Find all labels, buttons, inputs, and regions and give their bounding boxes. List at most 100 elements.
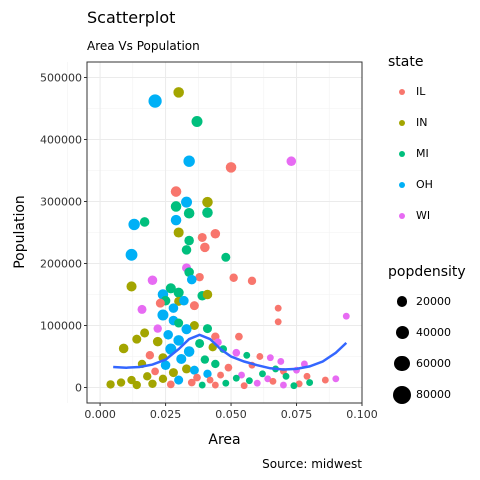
- legend-label: OH: [416, 178, 433, 191]
- data-point-il: [256, 353, 264, 360]
- legend-key: [388, 348, 416, 379]
- x-tick-label: 0.075: [281, 408, 313, 421]
- grid-lines: [67, 62, 363, 403]
- data-point-in: [106, 380, 115, 389]
- y-axis-ticks: 0 100000 200000 300000 400000 500000: [40, 72, 87, 395]
- data-point-in: [143, 372, 152, 381]
- data-point-il: [240, 382, 248, 390]
- y-tick-label: 500000: [40, 72, 82, 85]
- chart-subtitle: Area Vs Population: [87, 39, 200, 53]
- data-point-in: [140, 328, 150, 338]
- legend-key: [388, 169, 416, 200]
- data-point-oh: [186, 274, 197, 285]
- data-point-il: [321, 376, 329, 384]
- data-point-il: [170, 186, 182, 197]
- data-points: [106, 87, 350, 390]
- data-point-il: [269, 377, 277, 385]
- data-point-mi: [245, 377, 253, 385]
- data-point-oh: [157, 309, 169, 321]
- legend-label: IN: [416, 116, 428, 129]
- data-point-mi: [306, 379, 314, 386]
- data-point-in: [126, 281, 137, 292]
- data-point-wi: [264, 375, 272, 383]
- data-point-oh: [168, 303, 179, 313]
- size-swatch: [396, 296, 408, 307]
- data-point-in: [127, 375, 136, 385]
- data-point-in: [182, 364, 192, 374]
- legend-swatch: [399, 119, 405, 126]
- data-point-il: [145, 351, 155, 360]
- data-point-in: [118, 343, 129, 354]
- data-point-il: [225, 162, 237, 173]
- size-legend-label: 60000: [416, 357, 451, 370]
- data-point-wi: [253, 379, 261, 387]
- data-point-il: [295, 380, 303, 388]
- data-point-mi: [202, 324, 212, 334]
- data-point-oh: [183, 346, 195, 357]
- data-point-oh: [189, 365, 199, 375]
- data-point-mi: [184, 235, 194, 246]
- data-point-mi: [259, 370, 266, 378]
- size-legend-entry: 60000: [388, 348, 478, 379]
- size-legend-entry: 80000: [388, 379, 478, 410]
- data-point-mi: [174, 318, 184, 328]
- size-legend-entry: 40000: [388, 317, 478, 348]
- popdensity-legend: popdensity 20000 40000 60000 80000: [388, 264, 478, 410]
- data-point-mi: [198, 381, 206, 389]
- data-point-wi: [137, 304, 147, 314]
- data-point-mi: [232, 374, 240, 382]
- data-point-oh: [176, 353, 187, 365]
- data-point-wi: [238, 371, 245, 379]
- legend-entry-oh: OH: [388, 169, 478, 200]
- data-point-il: [151, 367, 159, 376]
- x-axis-ticks: 0.000 0.025 0.050 0.075 0.100: [84, 403, 378, 421]
- data-point-oh: [170, 214, 182, 226]
- legend-label: IL: [416, 85, 426, 98]
- data-point-il: [166, 380, 175, 389]
- size-swatch: [393, 385, 411, 404]
- data-point-wi: [147, 275, 158, 286]
- data-point-il: [200, 242, 210, 253]
- legend-label: WI: [416, 209, 431, 222]
- data-point-il: [193, 373, 201, 382]
- y-tick-label: 200000: [40, 258, 82, 271]
- y-tick-label: 300000: [40, 196, 82, 209]
- data-point-wi: [232, 348, 241, 357]
- data-point-mi: [139, 217, 150, 227]
- popdensity-legend-entries: 20000 40000 60000 80000: [388, 286, 478, 410]
- data-point-in: [173, 227, 184, 238]
- data-point-mi: [173, 287, 184, 298]
- size-legend-label: 20000: [416, 295, 451, 308]
- data-point-oh: [125, 248, 138, 261]
- data-point-in: [132, 380, 141, 390]
- legend-key: [388, 317, 416, 348]
- data-point-mi: [221, 252, 231, 262]
- data-point-in: [152, 336, 163, 347]
- data-point-il: [217, 371, 225, 379]
- data-point-oh: [173, 335, 184, 346]
- state-legend-title: state: [388, 54, 424, 70]
- size-legend-label: 40000: [416, 326, 451, 339]
- data-point-oh: [181, 324, 192, 335]
- data-point-in: [116, 378, 126, 387]
- data-point-wi: [342, 312, 350, 320]
- data-point-wi: [286, 156, 297, 166]
- data-point-il: [224, 363, 233, 372]
- x-tick-label: 0.050: [215, 408, 247, 421]
- y-tick-label: 0: [75, 382, 82, 395]
- data-point-in: [202, 196, 213, 208]
- data-point-in: [132, 334, 142, 344]
- data-point-mi: [243, 351, 251, 359]
- data-point-il: [195, 272, 204, 282]
- x-axis-title: Area: [208, 432, 240, 448]
- data-point-il: [197, 232, 207, 242]
- data-point-il: [229, 273, 238, 282]
- data-point-oh: [148, 94, 162, 108]
- x-tick-label: 0.025: [150, 408, 182, 421]
- legend-swatch: [399, 181, 405, 188]
- legend-entry-in: IN: [388, 107, 478, 138]
- data-point-mi: [211, 359, 220, 369]
- data-point-in: [158, 374, 168, 384]
- data-point-wi: [277, 358, 285, 365]
